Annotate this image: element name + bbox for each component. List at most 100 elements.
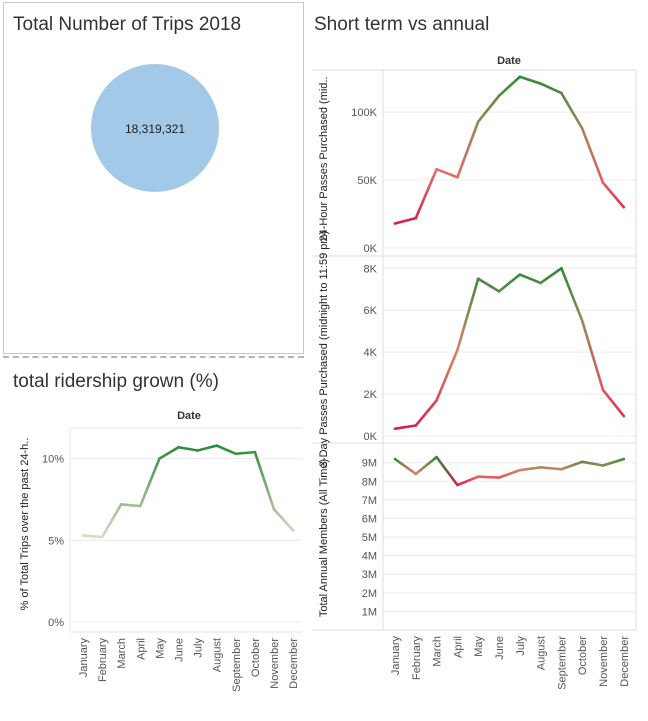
data-point[interactable] — [518, 273, 521, 276]
series-line-segment[interactable] — [560, 91, 584, 130]
data-point[interactable] — [601, 464, 605, 467]
data-point[interactable] — [177, 446, 180, 449]
series-line-segment[interactable] — [560, 460, 584, 471]
data-point[interactable] — [581, 319, 584, 322]
data-point[interactable] — [518, 75, 521, 78]
data-point[interactable] — [215, 444, 218, 447]
series-line-segment[interactable] — [518, 75, 542, 85]
data-point[interactable] — [601, 388, 605, 392]
series-line-segment[interactable] — [476, 475, 501, 479]
data-point[interactable] — [622, 457, 625, 461]
series-line-segment[interactable] — [435, 348, 459, 402]
series-line-segment[interactable] — [393, 424, 418, 430]
series-line-segment[interactable] — [435, 455, 459, 487]
series-line-segment[interactable] — [580, 319, 605, 392]
data-point[interactable] — [622, 414, 625, 418]
series-line-segment[interactable] — [158, 445, 180, 460]
data-point[interactable] — [393, 457, 397, 461]
series-line-segment[interactable] — [100, 503, 123, 539]
data-point[interactable] — [253, 450, 257, 454]
series-line-segment[interactable] — [497, 75, 522, 98]
data-point[interactable] — [560, 468, 563, 471]
data-point[interactable] — [435, 399, 438, 402]
series-line-segment[interactable] — [81, 534, 104, 539]
data-point[interactable] — [414, 424, 417, 427]
series-line-segment[interactable] — [234, 450, 257, 456]
y-tick-label: 4K — [364, 347, 378, 359]
data-point[interactable] — [518, 468, 521, 472]
series-line-segment[interactable] — [393, 457, 418, 476]
series-line-segment[interactable] — [518, 466, 542, 472]
data-point[interactable] — [414, 216, 417, 220]
series-line-segment[interactable] — [560, 266, 584, 322]
data-point[interactable] — [497, 290, 501, 293]
data-point[interactable] — [158, 457, 161, 460]
data-point[interactable] — [393, 427, 397, 430]
data-point[interactable] — [81, 534, 85, 537]
data-point[interactable] — [414, 472, 417, 476]
data-point[interactable] — [234, 452, 237, 455]
series-line-segment[interactable] — [414, 167, 438, 220]
x-tick-label: March — [432, 636, 444, 667]
data-point[interactable] — [100, 535, 104, 539]
data-point[interactable] — [539, 281, 542, 285]
series-line-segment[interactable] — [119, 503, 142, 508]
data-point[interactable] — [477, 475, 480, 478]
data-point[interactable] — [477, 277, 480, 280]
series-line-segment[interactable] — [196, 444, 218, 452]
data-point[interactable] — [560, 91, 563, 95]
series-line-segment[interactable] — [518, 273, 542, 285]
series-line-segment[interactable] — [476, 277, 501, 293]
data-point[interactable] — [393, 222, 397, 225]
series-line-segment[interactable] — [497, 468, 522, 479]
series-line-segment[interactable] — [414, 399, 438, 427]
data-point[interactable] — [435, 167, 438, 171]
data-point[interactable] — [539, 82, 542, 85]
data-point[interactable] — [456, 483, 459, 487]
data-point[interactable] — [456, 176, 459, 179]
series-line-segment[interactable] — [215, 444, 238, 456]
y-tick-label: 0% — [48, 617, 64, 629]
data-point[interactable] — [581, 127, 584, 130]
series-line-segment[interactable] — [435, 167, 459, 179]
data-point[interactable] — [497, 94, 501, 98]
series-line-segment[interactable] — [539, 82, 563, 95]
x-tick-label: February — [97, 638, 109, 683]
y-tick-label: 6K — [364, 305, 378, 317]
data-point[interactable] — [120, 503, 123, 506]
data-point[interactable] — [139, 504, 142, 508]
y-tick-label: 10% — [42, 454, 64, 466]
data-point[interactable] — [196, 449, 199, 452]
data-point[interactable] — [601, 181, 605, 184]
series-line-segment[interactable] — [601, 457, 626, 467]
series-line-segment[interactable] — [497, 273, 522, 293]
series-line-segment[interactable] — [476, 94, 501, 123]
series-line-segment[interactable] — [456, 120, 480, 179]
data-point[interactable] — [435, 455, 438, 459]
data-point[interactable] — [477, 120, 480, 123]
series-line-segment[interactable] — [601, 388, 626, 418]
data-point[interactable] — [456, 348, 459, 352]
series-line-segment[interactable] — [456, 277, 480, 352]
data-point[interactable] — [560, 267, 563, 270]
data-point[interactable] — [497, 476, 501, 479]
series-line-segment[interactable] — [539, 266, 563, 285]
x-tick-label: February — [411, 636, 423, 681]
series-line-segment[interactable] — [580, 460, 605, 467]
series-line-segment[interactable] — [177, 445, 199, 452]
data-point[interactable] — [291, 529, 295, 532]
series-line-segment[interactable] — [539, 466, 563, 471]
series-line-segment[interactable] — [272, 507, 295, 532]
data-point[interactable] — [622, 206, 625, 209]
data-point[interactable] — [272, 508, 276, 511]
data-point[interactable] — [581, 460, 584, 463]
data-point[interactable] — [539, 466, 542, 469]
series-line-segment[interactable] — [601, 181, 626, 209]
series-line-segment[interactable] — [253, 450, 276, 511]
series-line-segment[interactable] — [393, 216, 418, 225]
x-tick-label: January — [390, 636, 402, 676]
series-line-segment[interactable] — [414, 455, 438, 476]
series-line-segment[interactable] — [456, 475, 480, 487]
series-line-segment[interactable] — [580, 127, 605, 185]
series-line-segment[interactable] — [139, 457, 161, 508]
